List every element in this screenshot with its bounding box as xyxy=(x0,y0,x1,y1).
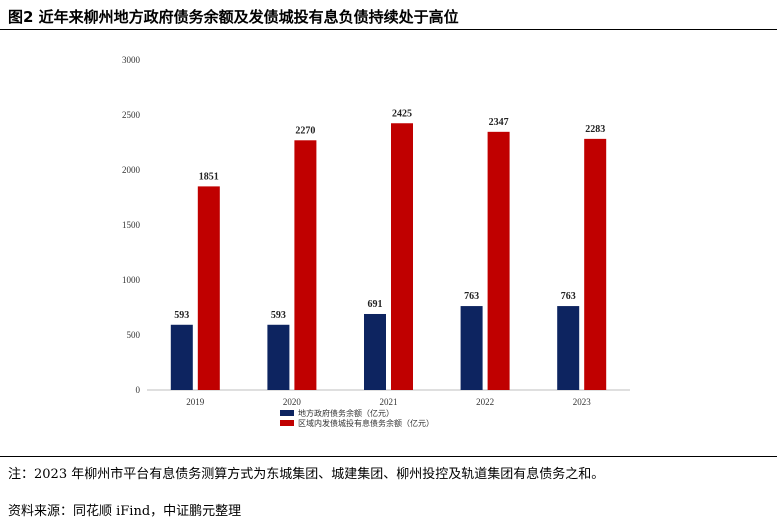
bar-local-gov-debt xyxy=(557,306,580,390)
top-divider xyxy=(0,29,777,30)
data-label: 593 xyxy=(174,310,189,321)
bar-lgfv-debt xyxy=(294,140,317,390)
x-tick-label: 2023 xyxy=(573,397,592,407)
chart-title: 图2 近年来柳州地方政府债务余额及发债城投有息负债持续处于高位 xyxy=(8,8,459,26)
bar-lgfv-debt xyxy=(197,186,220,390)
legend-swatch xyxy=(280,410,294,416)
y-tick-label: 2500 xyxy=(122,110,141,120)
legend-label: 区域内发债城投有息债务余额（亿元） xyxy=(298,418,434,428)
bar-local-gov-debt xyxy=(460,306,483,390)
data-label: 2283 xyxy=(585,124,605,135)
bar-local-gov-debt xyxy=(364,313,386,390)
y-tick-label: 3000 xyxy=(122,55,141,65)
x-tick-label: 2019 xyxy=(186,397,205,407)
data-label: 2425 xyxy=(392,108,412,119)
bottom-divider xyxy=(0,456,777,457)
y-tick-label: 0 xyxy=(136,385,141,395)
x-tick-label: 2020 xyxy=(283,397,302,407)
source-note: 资料来源：同花顺 iFind，中证鹏元整理 xyxy=(8,504,242,519)
x-tick-label: 2022 xyxy=(476,397,494,407)
data-label: 763 xyxy=(464,291,479,302)
y-tick-label: 1500 xyxy=(122,220,141,230)
data-label: 593 xyxy=(271,310,286,321)
bar-local-gov-debt xyxy=(170,324,193,390)
data-label: 763 xyxy=(561,291,576,302)
data-label: 2270 xyxy=(295,125,315,136)
bar-lgfv-debt xyxy=(391,123,413,390)
footnote: 注：2023 年柳州市平台有息债务测算方式为东城集团、城建集团、柳州投控及轨道集… xyxy=(8,467,605,482)
bar-chart: 0 500 1000 1500 2000 2500 3000 593 1851 2019 593 22… xyxy=(122,55,630,428)
legend-label: 地方政府债务余额（亿元） xyxy=(298,408,394,418)
x-tick-label: 2021 xyxy=(380,397,398,407)
data-label: 691 xyxy=(368,299,383,310)
bar-local-gov-debt xyxy=(267,324,290,390)
legend-swatch xyxy=(280,420,294,426)
y-tick-label: 2000 xyxy=(122,165,141,175)
bar-lgfv-debt xyxy=(487,131,510,390)
bar-lgfv-debt xyxy=(584,138,607,390)
y-tick-label: 500 xyxy=(127,330,141,340)
y-tick-label: 1000 xyxy=(122,275,141,285)
data-label: 1851 xyxy=(199,171,219,182)
data-label: 2347 xyxy=(489,117,509,128)
